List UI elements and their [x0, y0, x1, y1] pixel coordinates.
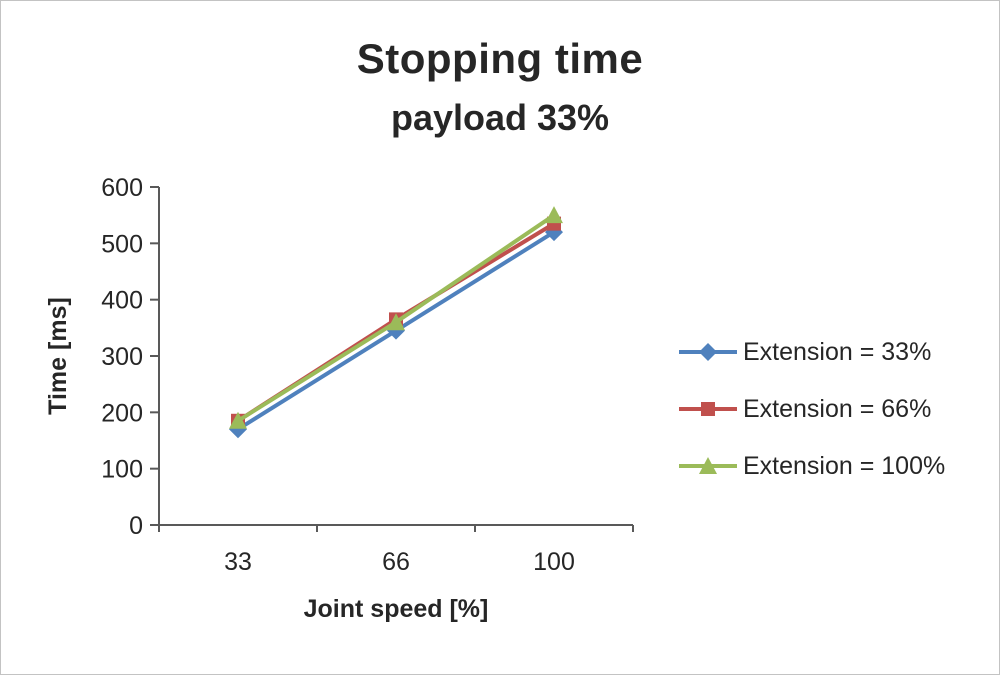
legend-label: Extension = 100% — [743, 451, 946, 480]
triangle-marker-icon — [545, 206, 563, 224]
y-tick-label: 0 — [129, 512, 143, 540]
y-tick-label: 200 — [101, 399, 143, 427]
y-tick-label: 500 — [101, 230, 143, 258]
triangle-marker-icon — [229, 411, 247, 429]
x-tick-label: 66 — [382, 548, 410, 576]
legend-swatch-triangle-icon — [679, 457, 737, 474]
y-tick-label: 300 — [101, 343, 143, 371]
legend-swatch-diamond-icon — [679, 343, 737, 361]
y-axis-title: Time [ms] — [44, 297, 72, 415]
legend: Extension = 33% Extension = 66% Extensio… — [677, 337, 946, 480]
y-tick-label: 400 — [101, 287, 143, 315]
triangle-marker-icon — [699, 457, 717, 474]
legend-item: Extension = 100% — [677, 451, 946, 480]
legend-item: Extension = 66% — [677, 394, 945, 423]
chart-subtitle: payload 33% — [390, 97, 610, 138]
y-tick-label: 600 — [101, 174, 143, 202]
x-axis-title: Joint speed [%] — [303, 595, 489, 623]
x-tick-label: 33 — [224, 548, 252, 576]
legend-label: Extension = 66% — [743, 394, 932, 423]
chart-title: Stopping time — [356, 35, 644, 82]
triangle-marker-icon — [387, 313, 405, 331]
square-marker-icon — [701, 402, 715, 416]
x-tick-label: 100 — [533, 548, 575, 576]
legend-label: Extension = 33% — [743, 337, 932, 366]
legend-swatch-square-icon — [679, 402, 737, 416]
legend-item: Extension = 33% — [677, 337, 945, 366]
diamond-marker-icon — [699, 343, 717, 361]
y-tick-label: 100 — [101, 456, 143, 484]
